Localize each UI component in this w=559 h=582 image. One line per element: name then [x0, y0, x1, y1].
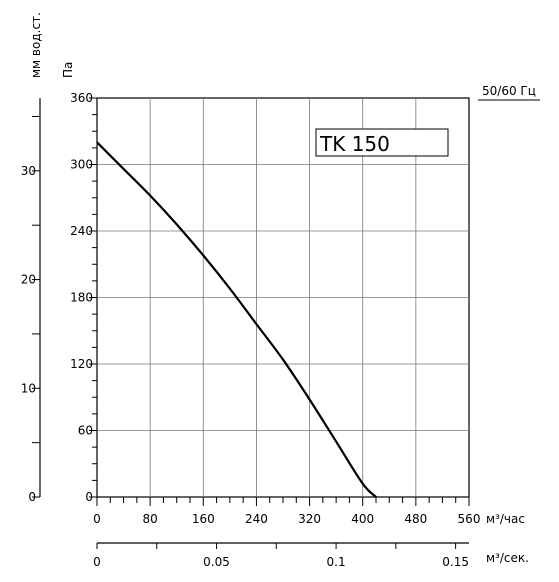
x-tick-label: 160 — [192, 512, 215, 526]
x-tick-label: 80 — [143, 512, 158, 526]
x-tick-label: 320 — [298, 512, 321, 526]
y-tick-label: 120 — [70, 357, 93, 371]
grid-lines — [97, 98, 469, 497]
x-tick-label: 560 — [458, 512, 481, 526]
secondary-y-axis: 0 10 20 30 — [21, 98, 41, 504]
x2-tick-label: 0.05 — [203, 555, 230, 569]
y2-tick-label: 20 — [21, 273, 36, 287]
y2-axis-title: мм вод.ст. — [29, 12, 43, 78]
y-tick-label: 300 — [70, 158, 93, 172]
x2-tick-label: 0.15 — [442, 555, 469, 569]
model-label: TK 150 — [319, 132, 390, 156]
x-axis-labels: 0 80 160 240 320 400 480 560 — [93, 512, 480, 526]
x-tick-label: 0 — [93, 512, 101, 526]
y2-tick-label: 0 — [28, 490, 36, 504]
x-axis-title: м³/час — [486, 512, 525, 526]
x2-tick-label: 0 — [93, 555, 101, 569]
secondary-x-axis: 0 0.05 0.1 0.15 — [93, 542, 469, 569]
x2-axis-title: м³/сек. — [486, 551, 529, 565]
x2-tick-label: 0.1 — [327, 555, 346, 569]
y2-tick-label: 30 — [21, 164, 36, 178]
y-tick-label: 240 — [70, 224, 93, 238]
y-tick-label: 0 — [85, 490, 93, 504]
data-series — [96, 141, 377, 498]
y-tick-label: 180 — [70, 291, 93, 305]
y2-tick-label: 10 — [21, 381, 36, 395]
y-tick-label: 60 — [78, 424, 93, 438]
x-tick-label: 400 — [351, 512, 374, 526]
y-axis-labels: 0 60 120 180 240 300 360 — [70, 91, 93, 504]
series-line-0 — [96, 141, 377, 498]
x-tick-label: 480 — [404, 512, 427, 526]
minor-ticks — [89, 97, 470, 506]
x-tick-label: 240 — [245, 512, 268, 526]
y-axis-title: Па — [61, 62, 75, 78]
frequency-label: 50/60 Гц — [482, 84, 536, 98]
model-label-box — [315, 128, 449, 157]
y-tick-label: 360 — [70, 91, 93, 105]
